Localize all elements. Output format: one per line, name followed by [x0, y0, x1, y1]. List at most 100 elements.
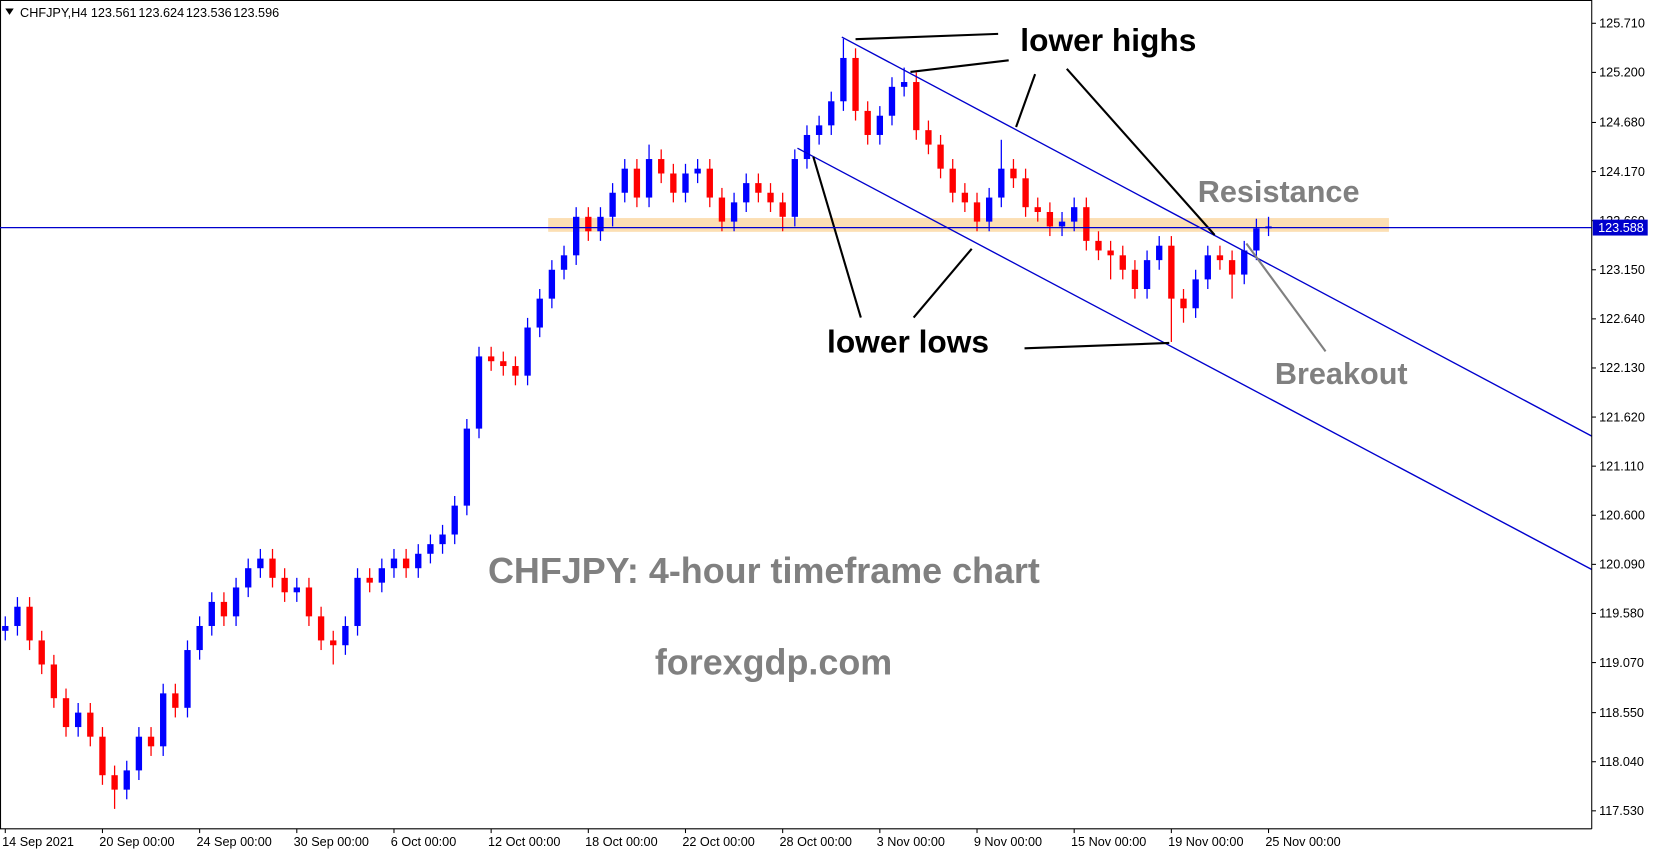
y-tick-label: 119.580: [1599, 607, 1644, 621]
x-tick-label: 9 Nov 00:00: [974, 835, 1042, 849]
candle-body: [500, 361, 507, 367]
candle-body: [585, 216, 592, 232]
x-tick-label: 20 Sep 00:00: [99, 835, 174, 849]
annotation-arrows: [812, 32, 1216, 350]
candle-body: [791, 159, 798, 217]
y-tick-label: 119.070: [1599, 656, 1644, 670]
candle-body: [633, 168, 641, 198]
arrow: [912, 248, 973, 319]
y-tick-label: 121.110: [1599, 459, 1644, 473]
x-tick-label: 12 Oct 00:00: [488, 835, 560, 849]
candle-body: [1010, 168, 1017, 179]
candle-body: [111, 775, 118, 790]
x-tick-label: 6 Oct 00:00: [391, 835, 456, 849]
ohlc-value: 123.536: [186, 6, 232, 20]
candle-body: [694, 168, 701, 174]
y-tick-label: 124.170: [1599, 165, 1645, 179]
ohlc-value: 123.561: [91, 6, 137, 20]
candle-body: [718, 197, 726, 222]
candle-body: [366, 577, 373, 583]
arrow: [1066, 68, 1216, 236]
candle-body: [1119, 255, 1126, 270]
candle-body: [220, 601, 228, 617]
candle-body: [658, 159, 665, 174]
candle-body: [645, 159, 653, 198]
x-tick-label: 3 Nov 00:00: [877, 835, 945, 849]
candle-body: [208, 601, 215, 626]
candle-body: [573, 216, 580, 256]
candle-body: [50, 664, 58, 699]
candle-body: [160, 693, 167, 747]
candle-body: [609, 192, 616, 217]
candle-body: [985, 197, 993, 222]
candle-body: [475, 356, 483, 429]
candle-body: [1216, 255, 1224, 261]
y-tick-label: 122.130: [1599, 361, 1645, 375]
candle-body: [1253, 228, 1260, 251]
candle-body: [888, 86, 896, 116]
candle-body: [1131, 269, 1139, 290]
candle-body: [682, 173, 689, 193]
annotation: Resistance: [1198, 175, 1360, 209]
candle-body: [1058, 221, 1066, 227]
resistance-zone: [548, 218, 1389, 232]
x-tick-label: 19 Nov 00:00: [1168, 835, 1243, 849]
candle-body: [147, 736, 155, 747]
candle-body: [245, 568, 252, 588]
arrow: [1024, 341, 1170, 350]
candle-body: [864, 110, 871, 135]
candle-body: [317, 616, 325, 641]
candle-body: [1095, 240, 1102, 251]
site: forexgdp.com: [655, 641, 892, 682]
candle-body: [1156, 245, 1163, 261]
arrow: [1015, 73, 1037, 128]
annotation: lower highs: [1020, 22, 1196, 58]
candle-body: [1192, 279, 1199, 309]
candle-body: [402, 558, 410, 569]
candle-body: [621, 168, 628, 193]
y-tick-label: 120.600: [1599, 508, 1645, 522]
candle-body: [913, 82, 920, 131]
y-tick-label: 120.090: [1599, 558, 1645, 572]
candle-body: [1168, 245, 1175, 299]
candle-body: [840, 57, 847, 102]
candle-body: [1034, 207, 1041, 212]
candle-body: [998, 168, 1005, 198]
price-tag: [1592, 219, 1648, 236]
candle-body: [99, 736, 106, 776]
x-tick-label: 28 Oct 00:00: [779, 835, 851, 849]
candle-body: [439, 534, 446, 545]
candle-body: [828, 101, 835, 126]
candle-body: [378, 568, 385, 583]
candle-body: [184, 650, 191, 708]
candle-body: [876, 115, 884, 135]
candle-body: [512, 366, 519, 376]
candle-body: [1204, 255, 1211, 280]
price-label: 123.588: [1598, 221, 1644, 235]
candle-body: [342, 625, 349, 646]
x-tick-label: 25 Nov 00:00: [1265, 835, 1340, 849]
candle-body: [232, 587, 240, 617]
candle-body: [487, 356, 495, 362]
x-tick-label: 15 Nov 00:00: [1071, 835, 1146, 849]
candles: [2, 38, 1272, 809]
candle-body: [390, 558, 398, 569]
arrow: [812, 156, 862, 318]
candle-body: [427, 544, 434, 554]
y-tick-label: 125.200: [1599, 66, 1645, 80]
candle-body: [26, 606, 33, 641]
y-tick-label: 123.150: [1599, 263, 1645, 277]
caption: CHFJPY: 4-hour timeframe chart: [488, 550, 1040, 591]
y-tick-label: 122.640: [1599, 312, 1645, 326]
candle-body: [196, 625, 203, 651]
menu-arrow[interactable]: [5, 8, 14, 15]
candle-body: [172, 693, 179, 708]
candle-body: [1107, 250, 1114, 256]
candle-body: [900, 82, 908, 87]
candle-body: [62, 698, 70, 728]
candle-body: [670, 173, 677, 193]
candle-body: [293, 587, 300, 593]
candle-body: [415, 553, 422, 569]
candle-body: [38, 640, 45, 665]
candle-body: [1143, 260, 1151, 290]
